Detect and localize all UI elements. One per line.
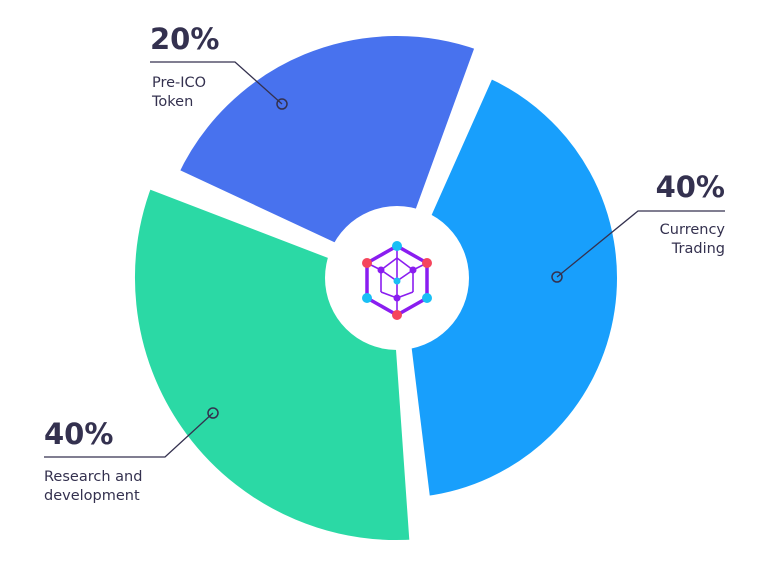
leader-marker [207,407,219,419]
leader-line [44,412,214,458]
data-label: 40% [656,170,725,204]
slice-label: Pre-ICO [152,75,206,91]
leader-line [556,210,725,278]
hexagon-network-logo-icon [362,241,432,320]
pie-slice [390,63,629,510]
slice-label: Token [151,94,193,110]
slice-label: Currency [660,222,726,238]
slice-label: development [44,488,140,504]
leader-line [150,61,283,105]
slice-label: Trading [671,241,725,257]
data-label: 20% [150,22,219,56]
leader-marker [551,271,563,283]
data-label: 40% [44,417,113,451]
leader-marker [276,98,288,110]
slice-label: Research and [44,469,142,485]
